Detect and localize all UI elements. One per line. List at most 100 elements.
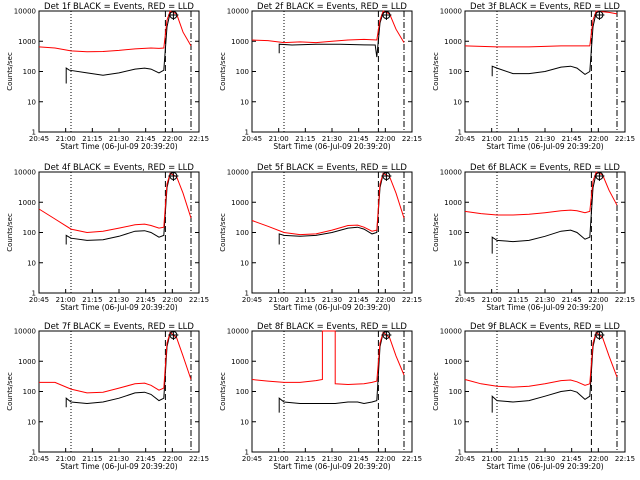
plot-frame <box>38 10 200 133</box>
series-lld <box>464 171 618 216</box>
y-tick-label: 1 <box>458 290 462 298</box>
panel-title: Det 6f BLACK = Events, RED = LLD <box>470 163 620 173</box>
y-axis-label: Counts/sec <box>6 372 14 411</box>
x-tick-label: 20:45 <box>29 135 49 143</box>
x-tick-label: 22:00 <box>162 296 182 304</box>
y-tick-label: 10000 <box>440 328 462 336</box>
peak-marker <box>594 172 605 181</box>
y-tick-label: 10000 <box>227 328 249 336</box>
panel-4: Det 4f BLACK = Events, RED = LLD 1 10 100 10… <box>6 163 209 312</box>
y-tick-label: 100 <box>236 388 249 396</box>
y-tick-label: 1000 <box>18 199 36 207</box>
x-axis-label: Start Time (06-Jul-09 20:39:20) <box>60 142 177 151</box>
x-tick-label: 22:15 <box>402 135 422 143</box>
y-tick-label: 1 <box>245 290 249 298</box>
x-tick-label: 21:30 <box>535 135 555 143</box>
x-tick-label: 22:00 <box>588 296 608 304</box>
panel-title: Det 8f BLACK = Events, RED = LLD <box>257 322 407 332</box>
x-axis-label: Start Time (06-Jul-09 20:39:20) <box>60 303 177 312</box>
x-tick-label: 22:15 <box>189 296 209 304</box>
panel-6: Det 6f BLACK = Events, RED = LLD 1 10 100 10… <box>432 163 635 312</box>
x-tick-label: 21:15 <box>82 296 102 304</box>
panel-title: Det 2f BLACK = Events, RED = LLD <box>257 2 407 12</box>
panel-2: Det 2f BLACK = Events, RED = LLD 1 10 100 10… <box>219 2 422 151</box>
x-axis-label: Start Time (06-Jul-09 20:39:20) <box>486 462 603 471</box>
x-tick-label: 21:00 <box>56 455 76 463</box>
x-tick-label: 22:00 <box>375 296 395 304</box>
x-tick-label: 21:00 <box>56 135 76 143</box>
panel-title: Det 1f BLACK = Events, RED = LLD <box>44 2 194 12</box>
x-axis-label: Start Time (06-Jul-09 20:39:20) <box>273 142 390 151</box>
y-tick-label: 10 <box>240 259 249 267</box>
y-tick-label: 1 <box>245 129 249 137</box>
x-tick-label: 21:45 <box>562 296 582 304</box>
y-tick-label: 1 <box>32 129 36 137</box>
x-tick-label: 21:45 <box>136 135 156 143</box>
x-tick-label: 21:00 <box>482 455 502 463</box>
panel-title: Det 7f BLACK = Events, RED = LLD <box>44 322 194 332</box>
x-tick-label: 21:00 <box>482 135 502 143</box>
x-axis-label: Start Time (06-Jul-09 20:39:20) <box>273 303 390 312</box>
x-tick-label: 22:00 <box>588 135 608 143</box>
x-tick-label: 21:45 <box>349 296 369 304</box>
y-tick-label: 100 <box>23 388 36 396</box>
series-events <box>491 172 600 254</box>
y-tick-label: 1 <box>245 449 249 457</box>
peak-marker <box>381 172 392 181</box>
x-tick-label: 21:15 <box>82 455 102 463</box>
y-tick-label: 1000 <box>18 38 36 46</box>
y-tick-label: 10 <box>27 98 36 106</box>
x-tick-label: 22:15 <box>402 455 422 463</box>
x-tick-label: 21:45 <box>136 455 156 463</box>
y-tick-label: 10000 <box>227 169 249 177</box>
x-tick-label: 22:00 <box>162 455 182 463</box>
y-tick-label: 10 <box>240 98 249 106</box>
x-tick-label: 22:00 <box>162 135 182 143</box>
series-events <box>65 11 174 84</box>
y-tick-label: 100 <box>449 388 462 396</box>
panel-8: Det 8f BLACK = Events, RED = LLD 1 10 100 10… <box>219 322 422 471</box>
y-tick-label: 100 <box>23 229 36 237</box>
x-tick-label: 21:15 <box>295 455 315 463</box>
x-tick-label: 22:15 <box>615 135 635 143</box>
y-tick-label: 100 <box>236 68 249 76</box>
x-tick-label: 20:45 <box>455 296 475 304</box>
x-tick-label: 21:30 <box>109 135 129 143</box>
series-events <box>65 331 174 408</box>
x-tick-label: 21:15 <box>295 135 315 143</box>
y-tick-label: 10000 <box>14 328 36 336</box>
x-tick-label: 21:30 <box>109 455 129 463</box>
x-tick-label: 21:45 <box>349 135 369 143</box>
plot-frame <box>38 171 200 294</box>
y-tick-label: 10000 <box>227 8 249 16</box>
plot-frame <box>251 10 413 133</box>
plot-frame <box>464 171 626 294</box>
x-tick-label: 21:00 <box>482 296 502 304</box>
y-tick-label: 1000 <box>444 358 462 366</box>
y-tick-label: 10 <box>453 259 462 267</box>
y-tick-label: 100 <box>23 68 36 76</box>
x-tick-label: 21:30 <box>109 296 129 304</box>
series-events <box>491 331 600 413</box>
y-tick-label: 10 <box>27 418 36 426</box>
y-axis-label: Counts/sec <box>219 213 227 252</box>
x-tick-label: 21:30 <box>535 296 555 304</box>
y-tick-label: 1000 <box>231 199 249 207</box>
panel-3: Det 3f BLACK = Events, RED = LLD 1 10 100 10… <box>432 2 635 151</box>
peak-marker <box>168 172 179 181</box>
plot-frame <box>464 330 626 453</box>
y-tick-label: 100 <box>449 68 462 76</box>
plot-frame <box>251 330 413 453</box>
x-tick-label: 21:45 <box>349 455 369 463</box>
panel-5: Det 5f BLACK = Events, RED = LLD 1 10 100 10… <box>219 163 422 312</box>
y-tick-label: 1 <box>32 449 36 457</box>
series-lld <box>251 330 405 386</box>
x-axis-label: Start Time (06-Jul-09 20:39:20) <box>273 462 390 471</box>
x-axis-label: Start Time (06-Jul-09 20:39:20) <box>60 462 177 471</box>
series-events <box>491 11 600 77</box>
y-axis-label: Counts/sec <box>219 372 227 411</box>
series-events <box>65 172 174 245</box>
series-lld <box>38 10 192 53</box>
y-axis-label: Counts/sec <box>432 52 440 91</box>
